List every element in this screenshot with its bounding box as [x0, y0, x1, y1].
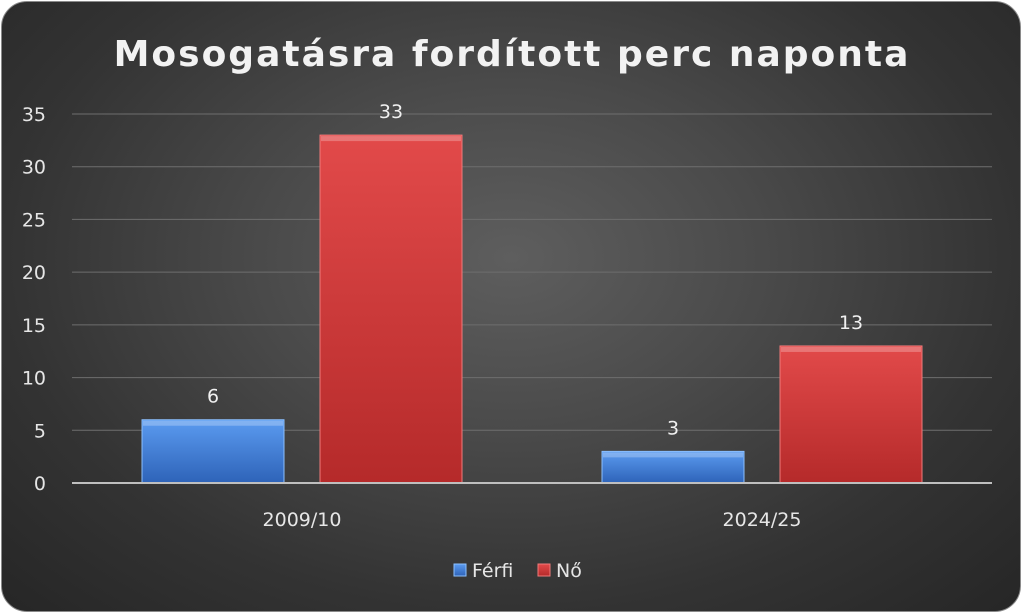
- x-tick-label: 2009/10: [263, 509, 342, 531]
- bar: [779, 345, 923, 484]
- bar-highlight: [321, 136, 461, 142]
- y-tick-label: 35: [22, 104, 46, 126]
- y-tick-label: 0: [34, 473, 46, 495]
- bar: [319, 134, 463, 484]
- legend-swatch: [537, 563, 551, 577]
- data-label: 3: [667, 417, 679, 439]
- y-tick-label: 5: [34, 420, 46, 442]
- y-tick-label: 10: [22, 368, 46, 390]
- y-tick-label: 30: [22, 157, 46, 179]
- legend-swatch: [453, 563, 467, 577]
- bar-highlight: [603, 452, 743, 458]
- x-axis: 2009/10 2024/25: [72, 482, 992, 531]
- x-tick-label: 2024/25: [723, 509, 802, 531]
- y-axis: 0 5 10 15 20 25 30 35: [22, 104, 46, 495]
- gridlines: [72, 113, 992, 431]
- bar-highlight: [143, 420, 283, 426]
- data-label: 33: [379, 101, 403, 123]
- chart-title: Mosogatásra fordított perc naponta: [114, 34, 911, 75]
- data-label: 13: [839, 312, 863, 334]
- bar-highlight: [781, 346, 921, 352]
- bar: [141, 419, 285, 484]
- legend: Férfi Nő: [453, 560, 582, 582]
- legend-label: Nő: [556, 560, 582, 582]
- legend-label: Férfi: [472, 560, 513, 582]
- y-tick-label: 25: [22, 209, 46, 231]
- y-tick-label: 20: [22, 262, 46, 284]
- data-label: 6: [207, 386, 219, 408]
- y-tick-label: 15: [22, 315, 46, 337]
